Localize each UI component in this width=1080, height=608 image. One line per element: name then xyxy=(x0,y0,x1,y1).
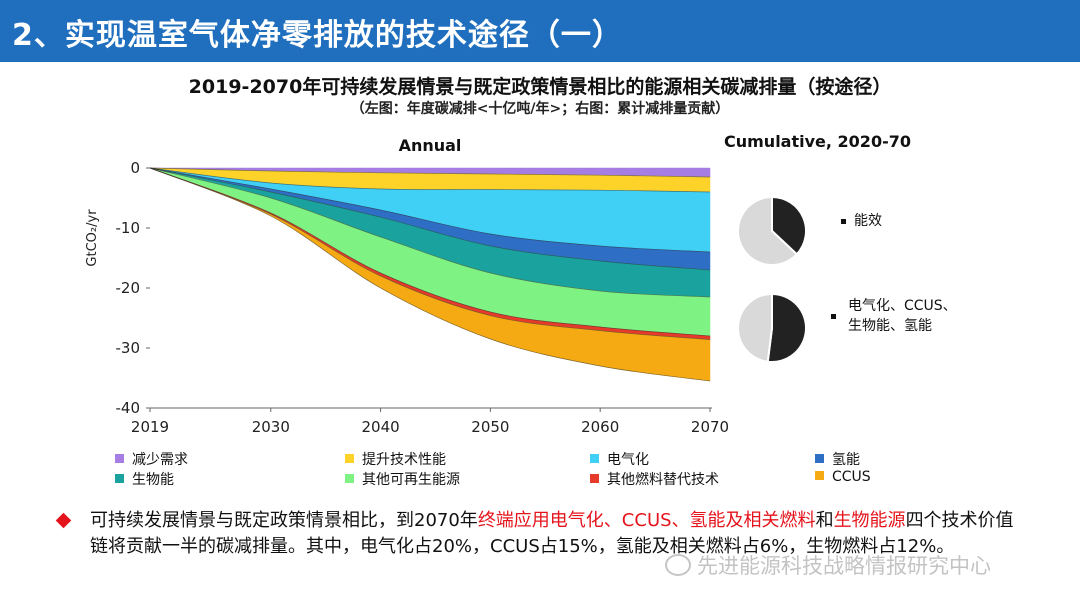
legend-label-1: 提升技术性能 xyxy=(362,452,446,468)
summary-highlight-2: 生物能源 xyxy=(833,510,906,531)
summary-highlight-1: 终端应用电气化、CCUS、氢能及相关燃料 xyxy=(477,510,816,531)
legend-swatch-4 xyxy=(115,474,124,483)
figure-title: 2019-2070年可持续发展情景与既定政策情景相比的能源相关碳减排量（按途径） xyxy=(188,76,892,98)
legend-item-7: CCUS xyxy=(815,469,871,485)
area-boundary-1 xyxy=(149,167,711,193)
area-boundary-0 xyxy=(149,167,711,178)
legend-swatch-0 xyxy=(115,454,124,463)
legend-swatch-2 xyxy=(590,454,599,463)
pie1-label: 能效 xyxy=(854,213,882,229)
legend-label-2: 电气化 xyxy=(607,452,649,468)
watermark: 先进能源科技战略情报研究中心 xyxy=(665,550,991,580)
pie1-slice-0 xyxy=(771,195,807,256)
page-title: 2、实现温室气体净零排放的技术途径（一） xyxy=(12,18,623,53)
area-boundary-4 xyxy=(149,167,711,298)
legend-label-6: 其他燃料替代技术 xyxy=(607,472,719,488)
legend-item-0: 减少需求 xyxy=(115,449,188,469)
area-boundary-2 xyxy=(149,167,711,253)
legend-swatch-5 xyxy=(345,474,354,483)
x-tick-label-3: 2050 xyxy=(471,418,509,436)
legend-label-7: CCUS xyxy=(832,469,871,485)
summary-part5: 四个技术价值链将贡献一半的碳减排量。其中，电气化占20%，CCUS占15%，氢能… xyxy=(90,510,1014,557)
annual-chart-title: Annual xyxy=(398,136,462,155)
cumulative-chart-title: Cumulative, 2020-70 xyxy=(724,132,911,151)
legend-item-1: 提升技术性能 xyxy=(345,449,446,469)
legend-label-3: 氢能 xyxy=(832,452,860,468)
legend-label-4: 生物能 xyxy=(132,472,174,488)
legend-swatch-1 xyxy=(345,454,354,463)
x-tick-label-1: 2030 xyxy=(252,418,290,436)
header-bar: 2、实现温室气体净零排放的技术途径（一） xyxy=(0,0,1080,62)
legend-swatch-7 xyxy=(815,471,824,480)
pie2-slice-1 xyxy=(737,292,773,363)
legend-item-4: 生物能 xyxy=(115,469,174,489)
pie2-slice-0 xyxy=(766,292,807,363)
legend-swatch-6 xyxy=(590,474,599,483)
figure-subtitle: （左图：年度碳减排<十亿吨/年>；右图：累计减排量贡献） xyxy=(350,101,730,117)
y-tick-label-1: -10 xyxy=(116,219,141,237)
wechat-icon xyxy=(665,554,691,576)
pie2-bullet xyxy=(831,314,836,319)
legend-label-5: 其他可再生能源 xyxy=(362,472,460,488)
legend-swatch-3 xyxy=(815,454,824,463)
legend-item-3: 氢能 xyxy=(815,449,860,469)
pie1-slice-1 xyxy=(737,195,799,266)
pie1-bullet xyxy=(841,219,846,224)
area-boundary-6 xyxy=(149,167,711,340)
x-tick-label-2: 2040 xyxy=(361,418,399,436)
legend-item-6: 其他燃料替代技术 xyxy=(590,469,719,489)
summary-part1: 可持续发展情景与既定政策情景相比，到2070年 xyxy=(90,510,478,531)
x-tick-label-0: 2019 xyxy=(131,418,169,436)
area-boundary-5 xyxy=(149,167,711,337)
y-tick-label-2: -20 xyxy=(116,279,141,297)
summary-text: 可持续发展情景与既定政策情景相比，到2070年终端应用电气化、CCUS、氢能及相… xyxy=(90,508,1030,560)
x-tick-label-5: 2070 xyxy=(691,418,729,436)
cumulative-pie-charts xyxy=(737,195,807,363)
area-boundary-3 xyxy=(149,167,711,271)
y-tick-label-4: -40 xyxy=(116,399,141,417)
x-tick-label-4: 2060 xyxy=(581,418,619,436)
y-tick-label-0: 0 xyxy=(130,159,140,177)
watermark-text: 先进能源科技战略情报研究中心 xyxy=(697,554,991,578)
legend-item-2: 电气化 xyxy=(590,449,649,469)
y-axis-label: GtCO₂/yr xyxy=(85,209,100,267)
summary-part3: 和 xyxy=(815,510,834,531)
area-boundary-7 xyxy=(149,167,711,382)
legend-item-5: 其他可再生能源 xyxy=(345,469,460,489)
y-tick-label-3: -30 xyxy=(116,339,141,357)
bullet-diamond-icon xyxy=(55,512,72,529)
pie2-label-line1: 电气化、CCUS、 xyxy=(848,298,957,314)
pie2-label-line2: 生物能、氢能 xyxy=(848,318,932,334)
legend-label-0: 减少需求 xyxy=(132,452,188,468)
